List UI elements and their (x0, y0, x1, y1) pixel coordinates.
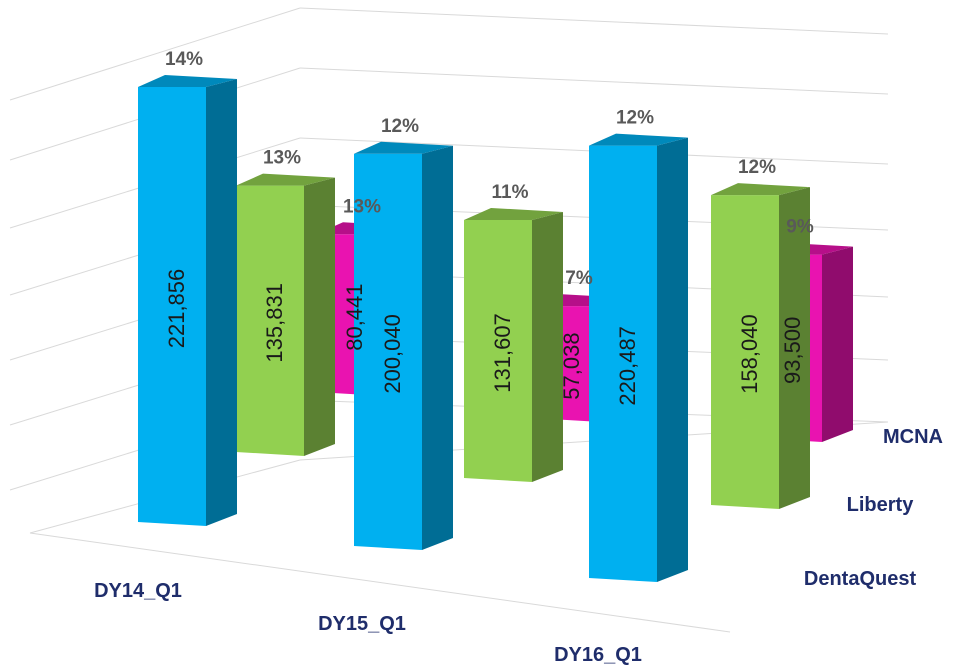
bar-pct-label: 14% (165, 49, 203, 70)
bar-value-label: 131,607 (490, 313, 515, 393)
gridline (300, 68, 888, 94)
bar-value-label: 80,441 (342, 283, 367, 350)
category-label: DY15_Q1 (318, 613, 406, 635)
bar-side (206, 79, 237, 526)
bar-pct-label: 12% (738, 157, 776, 178)
bar-pct-label: 7% (565, 268, 593, 289)
series-label: DentaQuest (804, 568, 917, 590)
bar-value-label: 220,487 (615, 326, 640, 406)
bar-pct-label: 13% (343, 196, 381, 217)
bar-pct-label: 12% (616, 108, 654, 129)
bar-value-label: 57,038 (559, 332, 584, 399)
series-label: MCNA (883, 426, 943, 448)
bar-side (822, 247, 853, 442)
bar-value-label: 93,500 (780, 317, 805, 384)
series-label: Liberty (847, 494, 915, 516)
bar-value-label: 200,040 (380, 314, 405, 394)
bar-pct-label: 12% (381, 116, 419, 137)
bar-value-label: 135,831 (262, 283, 287, 363)
category-label: DY14_Q1 (94, 580, 182, 602)
bar-pct-label: 13% (263, 148, 301, 169)
gridline (300, 8, 888, 34)
bar-value-label: 158,040 (737, 314, 762, 394)
category-label: DY16_Q1 (554, 644, 642, 666)
bar-side (657, 138, 688, 582)
bar-pct-label: 9% (786, 217, 814, 238)
bar-value-label: 221,856 (164, 269, 189, 349)
bar-pct-label: 11% (492, 182, 529, 203)
bar-side (304, 178, 335, 456)
bar-side (422, 146, 453, 550)
